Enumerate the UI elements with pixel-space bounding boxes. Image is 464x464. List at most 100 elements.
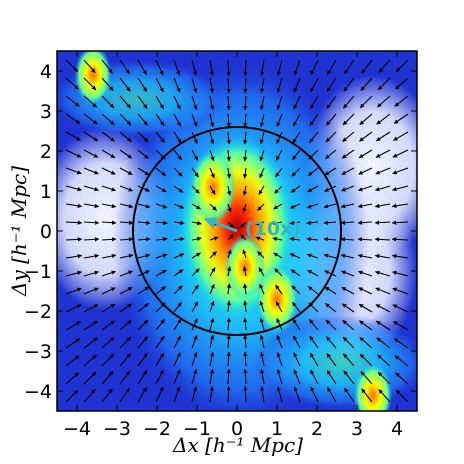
velocity-vector [226, 368, 231, 385]
velocity-vector [101, 303, 116, 313]
velocity-vector [173, 318, 182, 331]
velocity-vector [83, 287, 99, 295]
velocity-vector [360, 77, 373, 91]
velocity-vector [83, 337, 98, 349]
velocity-vector [290, 269, 301, 277]
velocity-vector [310, 369, 319, 385]
velocity-vector [101, 131, 115, 142]
velocity-vector [65, 338, 81, 349]
y-axis-label: Δy [h⁻¹ Mpc] [7, 166, 31, 297]
velocity-vector [137, 95, 148, 109]
velocity-vector [340, 220, 355, 225]
velocity-vector [342, 336, 355, 349]
velocity-vector [173, 335, 182, 349]
x-tick-label: 3 [351, 418, 363, 440]
velocity-vector [155, 203, 168, 209]
velocity-vector [155, 253, 168, 259]
velocity-vector [173, 185, 184, 193]
y-tick-label: 2 [40, 141, 52, 163]
velocity-vector [173, 59, 181, 76]
velocity-vector [275, 167, 283, 178]
velocity-vector [358, 167, 373, 175]
velocity-vector [83, 237, 100, 242]
velocity-vector [259, 167, 265, 179]
velocity-vector [155, 237, 168, 242]
velocity-vector [375, 270, 391, 277]
velocity-vector [209, 167, 215, 179]
velocity-vector [209, 351, 215, 367]
velocity-vector [259, 368, 265, 385]
velocity-vector [191, 77, 198, 93]
velocity-vector [394, 95, 409, 107]
velocity-vector [155, 285, 167, 295]
velocity-vector [344, 59, 355, 75]
velocity-vector [323, 253, 337, 259]
velocity-vector [173, 167, 183, 177]
velocity-vector [358, 303, 373, 313]
velocity-vector [226, 351, 231, 367]
velocity-vector [243, 149, 248, 162]
velocity-vector [243, 113, 248, 128]
velocity-vector [226, 334, 231, 349]
velocity-vector [393, 321, 409, 331]
velocity-vector [341, 286, 355, 295]
velocity-vector [227, 203, 232, 213]
y-tick-label: −1 [24, 261, 52, 283]
velocity-vector [191, 59, 198, 76]
velocity-vector [191, 167, 199, 178]
velocity-vector [191, 268, 200, 277]
velocity-vector [307, 269, 319, 277]
velocity-vector [327, 387, 337, 403]
velocity-vector [276, 113, 283, 127]
velocity-vector [276, 131, 283, 144]
velocity-vector [65, 185, 82, 192]
velocity-vector [173, 220, 185, 226]
velocity-vector [101, 77, 114, 91]
velocity-vector [395, 389, 409, 403]
velocity-vector [361, 388, 373, 403]
y-tick-label: −2 [24, 301, 52, 323]
velocity-vector [119, 203, 134, 209]
velocity-vector [343, 353, 355, 367]
velocity-vector [65, 355, 80, 367]
velocity-vector [374, 237, 391, 242]
velocity-vector [326, 369, 337, 385]
velocity-vector [359, 131, 373, 142]
velocity-vector [289, 236, 301, 242]
velocity-vector [173, 203, 185, 209]
velocity-vector [209, 334, 215, 349]
x-tick-label: −4 [63, 418, 91, 440]
velocity-vector [173, 386, 181, 403]
velocity-vector [377, 354, 391, 367]
velocity-vector [119, 353, 131, 367]
velocity-vector [137, 353, 148, 367]
heatmap-area: (10x) [57, 51, 417, 411]
velocity-vector [226, 77, 231, 94]
velocity-vector [173, 253, 185, 259]
velocity-vector [357, 203, 373, 209]
velocity-vector [243, 385, 248, 403]
velocity-vector [119, 253, 134, 259]
velocity-vector [309, 352, 319, 367]
velocity-vector [83, 354, 97, 367]
velocity-vector [65, 59, 79, 73]
velocity-vector [83, 270, 99, 277]
velocity-vector [258, 267, 265, 277]
velocity-vector [341, 167, 355, 176]
velocity-vector [392, 167, 409, 175]
velocity-vector [243, 368, 248, 385]
velocity-vector [343, 77, 355, 92]
velocity-vector [376, 113, 391, 125]
velocity-vector [291, 285, 301, 295]
velocity-vector [119, 95, 131, 109]
velocity-vector [119, 237, 134, 242]
velocity-vector [119, 149, 133, 159]
velocity-vector [173, 77, 181, 93]
velocity-vector [101, 59, 113, 74]
velocity-vector [291, 167, 301, 177]
velocity-vector [137, 387, 147, 403]
y-tick-label: 4 [40, 61, 52, 83]
y-tick-label: 0 [40, 221, 52, 243]
velocity-vector [155, 185, 167, 193]
velocity-vector [289, 253, 301, 259]
